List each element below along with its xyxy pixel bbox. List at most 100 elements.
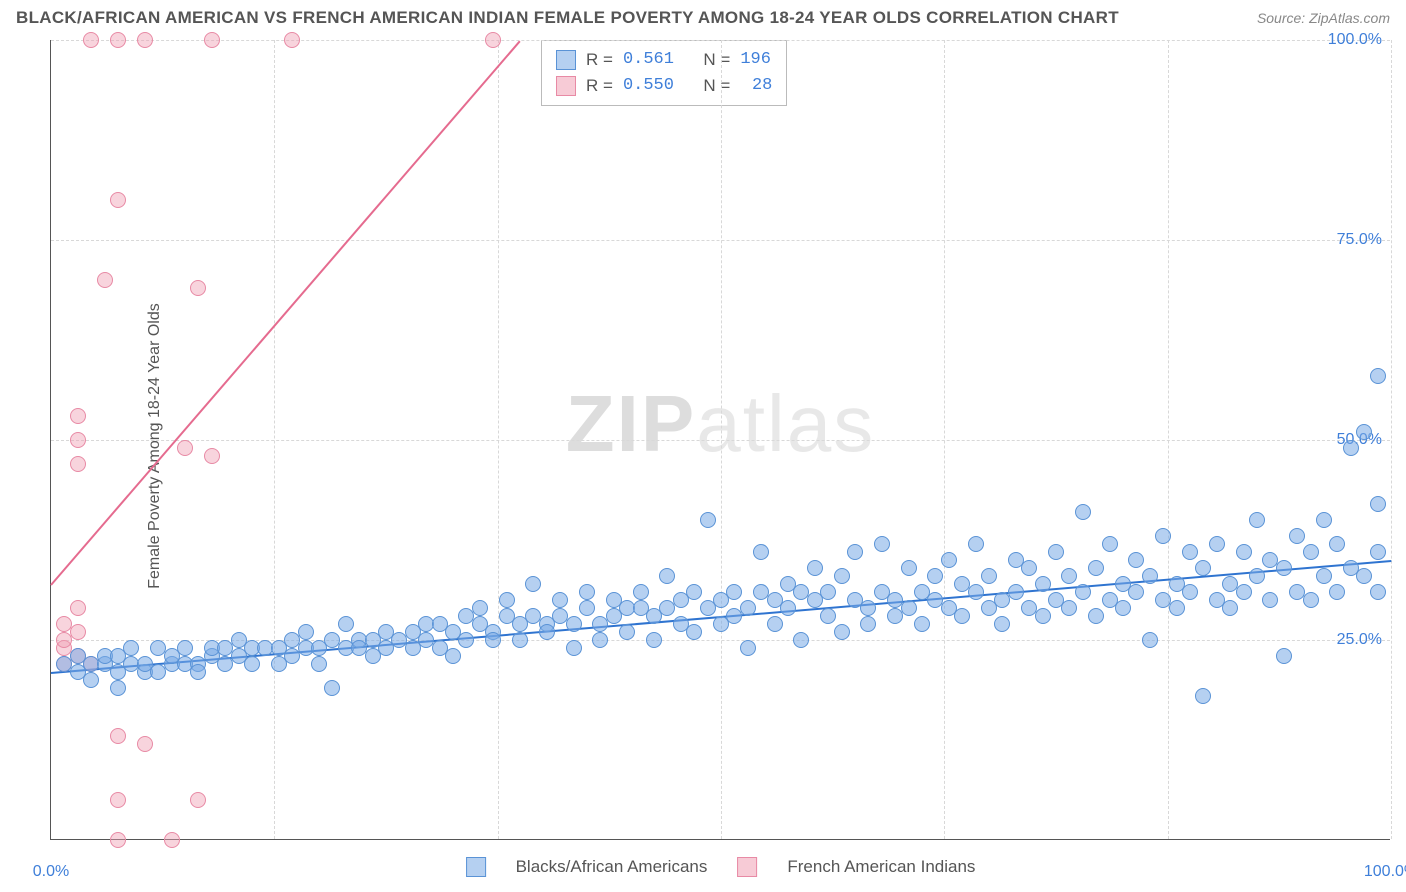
data-point-blue xyxy=(860,616,876,632)
data-point-pink xyxy=(284,32,300,48)
data-point-blue xyxy=(700,512,716,528)
data-point-blue xyxy=(1370,496,1386,512)
r-value-blue: 0.561 xyxy=(623,47,674,73)
data-point-blue xyxy=(994,616,1010,632)
data-point-blue xyxy=(311,656,327,672)
data-point-blue xyxy=(834,624,850,640)
data-point-blue xyxy=(579,600,595,616)
data-point-blue xyxy=(1236,584,1252,600)
stats-row-blue: R = 0.561 N = 196 xyxy=(556,47,772,73)
data-point-blue xyxy=(1370,544,1386,560)
data-point-blue xyxy=(901,600,917,616)
data-point-blue xyxy=(592,632,608,648)
data-point-pink xyxy=(204,448,220,464)
source-label: Source: ZipAtlas.com xyxy=(1257,10,1390,26)
data-point-blue xyxy=(123,640,139,656)
data-point-blue xyxy=(1142,568,1158,584)
data-point-blue xyxy=(1008,584,1024,600)
data-point-blue xyxy=(619,624,635,640)
data-point-blue xyxy=(525,576,541,592)
data-point-blue xyxy=(1249,512,1265,528)
data-point-blue xyxy=(780,600,796,616)
data-point-blue xyxy=(740,640,756,656)
r-label: R = xyxy=(586,47,613,73)
data-point-blue xyxy=(633,584,649,600)
data-point-blue xyxy=(834,568,850,584)
data-point-blue xyxy=(1088,608,1104,624)
r-label: R = xyxy=(586,73,613,99)
data-point-pink xyxy=(110,32,126,48)
data-point-blue xyxy=(968,584,984,600)
data-point-blue xyxy=(1276,560,1292,576)
data-point-blue xyxy=(981,568,997,584)
swatch-blue-icon xyxy=(556,50,576,70)
data-point-blue xyxy=(1329,584,1345,600)
grid-line-v xyxy=(498,40,499,839)
data-point-blue xyxy=(83,672,99,688)
data-point-pink xyxy=(70,600,86,616)
data-point-blue xyxy=(1303,592,1319,608)
grid-line-v xyxy=(1391,40,1392,839)
n-value-pink: 28 xyxy=(740,73,772,99)
data-point-pink xyxy=(485,32,501,48)
data-point-blue xyxy=(1061,600,1077,616)
stats-row-pink: R = 0.550 N = 28 xyxy=(556,73,772,99)
data-point-blue xyxy=(1195,560,1211,576)
grid-line-v xyxy=(721,40,722,839)
data-point-blue xyxy=(901,560,917,576)
data-point-blue xyxy=(820,584,836,600)
data-point-blue xyxy=(659,568,675,584)
data-point-blue xyxy=(552,592,568,608)
data-point-blue xyxy=(793,632,809,648)
legend-swatch-pink-icon xyxy=(737,857,757,877)
data-point-pink xyxy=(190,792,206,808)
data-point-blue xyxy=(298,624,314,640)
legend-swatch-blue-icon xyxy=(466,857,486,877)
data-point-blue xyxy=(1155,528,1171,544)
n-label: N = xyxy=(703,73,730,99)
n-label: N = xyxy=(703,47,730,73)
data-point-blue xyxy=(445,648,461,664)
legend-label-blue: Blacks/African Americans xyxy=(516,857,708,877)
data-point-blue xyxy=(1356,568,1372,584)
data-point-blue xyxy=(1021,560,1037,576)
data-point-blue xyxy=(512,632,528,648)
data-point-blue xyxy=(1128,584,1144,600)
data-point-blue xyxy=(968,536,984,552)
swatch-pink-icon xyxy=(556,76,576,96)
x-tick-label: 100.0% xyxy=(1364,863,1406,881)
data-point-blue xyxy=(1276,648,1292,664)
data-point-pink xyxy=(110,728,126,744)
grid-line-v xyxy=(1168,40,1169,839)
data-point-blue xyxy=(1182,584,1198,600)
data-point-blue xyxy=(1142,632,1158,648)
data-point-blue xyxy=(1316,568,1332,584)
data-point-blue xyxy=(1343,440,1359,456)
data-point-pink xyxy=(110,792,126,808)
scatter-plot: ZIPatlas R = 0.561 N = 196 R = 0.550 N =… xyxy=(50,40,1390,840)
data-point-pink xyxy=(70,624,86,640)
data-point-blue xyxy=(927,568,943,584)
chart-title: BLACK/AFRICAN AMERICAN VS FRENCH AMERICA… xyxy=(16,8,1119,28)
y-tick-label: 25.0% xyxy=(1337,631,1382,649)
bottom-legend: Blacks/African Americans French American… xyxy=(466,857,976,877)
data-point-blue xyxy=(1209,536,1225,552)
data-point-blue xyxy=(458,632,474,648)
data-point-blue xyxy=(1370,584,1386,600)
data-point-blue xyxy=(740,600,756,616)
data-point-blue xyxy=(338,616,354,632)
data-point-pink xyxy=(177,440,193,456)
data-point-pink xyxy=(204,32,220,48)
data-point-blue xyxy=(1303,544,1319,560)
data-point-blue xyxy=(1289,528,1305,544)
data-point-pink xyxy=(137,736,153,752)
data-point-blue xyxy=(1035,608,1051,624)
data-point-blue xyxy=(1356,424,1372,440)
data-point-blue xyxy=(807,560,823,576)
stats-box: R = 0.561 N = 196 R = 0.550 N = 28 xyxy=(541,40,787,106)
data-point-blue xyxy=(110,680,126,696)
data-point-pink xyxy=(164,832,180,848)
data-point-blue xyxy=(1236,544,1252,560)
data-point-blue xyxy=(1329,536,1345,552)
data-point-blue xyxy=(874,536,890,552)
